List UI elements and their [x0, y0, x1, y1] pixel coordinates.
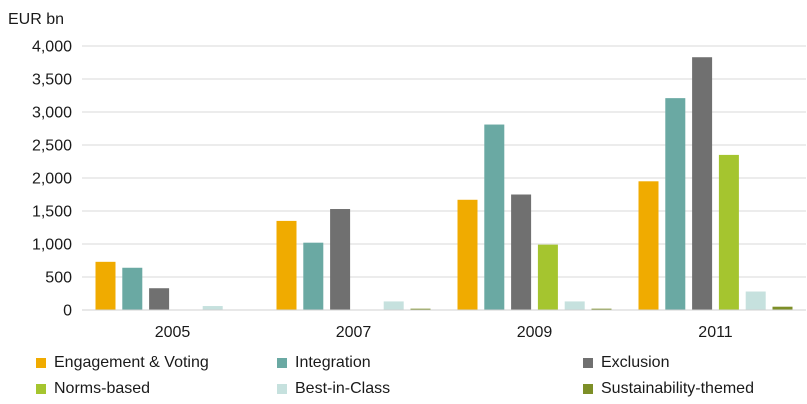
bar-engagement-voting-2011 — [638, 181, 659, 310]
bar-exclusion-2011 — [692, 57, 713, 310]
y-tick-label: 3,500 — [32, 72, 72, 89]
bar-engagement-voting-2005 — [95, 261, 116, 310]
legend-label: Exclusion — [601, 354, 670, 371]
bars — [95, 57, 793, 310]
y-tick-label: 1,000 — [32, 237, 72, 254]
legend-label: Engagement & Voting — [54, 354, 209, 371]
bar-best-in-class-2007 — [383, 301, 404, 310]
legend-swatch — [36, 358, 46, 368]
bar-exclusion-2009 — [511, 194, 532, 310]
bar-sustainability-themed-2011 — [772, 306, 793, 310]
x-tick-label: 2007 — [336, 324, 372, 341]
bar-norms-based-2009 — [537, 244, 558, 310]
legend-item: Sustainability-themed — [583, 378, 754, 400]
y-tick-labels: 0 500 1,000 1,500 2,000 2,500 3,000 3,500 4,000 — [32, 39, 72, 320]
y-tick-label: 3,000 — [32, 105, 72, 122]
y-tick-label: 1,500 — [32, 204, 72, 221]
y-tick-label: 500 — [45, 270, 72, 287]
bar-engagement-voting-2007 — [276, 220, 297, 310]
legend-label: Norms-based — [54, 380, 151, 397]
y-tick-label: 2,500 — [32, 138, 72, 155]
bar-sustainability-themed-2007 — [410, 308, 431, 310]
x-tick-label: 2005 — [155, 324, 191, 341]
bar-exclusion-2007 — [330, 209, 351, 310]
bar-integration-2007 — [303, 242, 324, 310]
legend-item: Engagement & Voting — [36, 352, 209, 374]
legend-label: Integration — [295, 354, 371, 371]
bar-sustainability-themed-2009 — [591, 308, 612, 310]
y-tick-label: 2,000 — [32, 171, 72, 188]
x-tick-labels: 2005 2007 2009 2011 — [155, 324, 733, 341]
bar-exclusion-2005 — [149, 288, 170, 310]
legend-swatch — [583, 358, 593, 368]
legend-swatch — [277, 384, 287, 394]
legend-swatch — [277, 358, 287, 368]
y-axis-title: EUR bn — [8, 11, 64, 28]
legend-label: Sustainability-themed — [601, 380, 754, 397]
bar-norms-based-2011 — [718, 154, 739, 310]
x-tick-label: 2011 — [698, 324, 733, 341]
legend-item: Integration — [277, 352, 371, 374]
legend-swatch — [583, 384, 593, 394]
bar-best-in-class-2005 — [202, 306, 223, 310]
bar-engagement-voting-2009 — [457, 199, 478, 310]
chart-legend: Engagement & Voting Integration Exclusion N… — [36, 352, 807, 402]
bar-best-in-class-2011 — [745, 291, 766, 310]
bar-integration-2005 — [122, 267, 143, 310]
y-tick-label: 4,000 — [32, 39, 72, 56]
gridlines — [82, 45, 806, 278]
x-tick-label: 2009 — [517, 324, 553, 341]
legend-item: Best-in-Class — [277, 378, 390, 400]
bar-best-in-class-2009 — [564, 301, 585, 310]
bar-integration-2011 — [665, 98, 686, 310]
bar-integration-2009 — [484, 124, 505, 310]
legend-swatch — [36, 384, 46, 394]
legend-item: Exclusion — [583, 352, 669, 374]
y-tick-label: 0 — [63, 303, 72, 320]
legend-item: Norms-based — [36, 378, 150, 400]
legend-label: Best-in-Class — [295, 380, 391, 397]
chart: EUR bn 0 500 1,000 1,500 2,000 2,500 3,000 3,50… — [8, 11, 806, 341]
